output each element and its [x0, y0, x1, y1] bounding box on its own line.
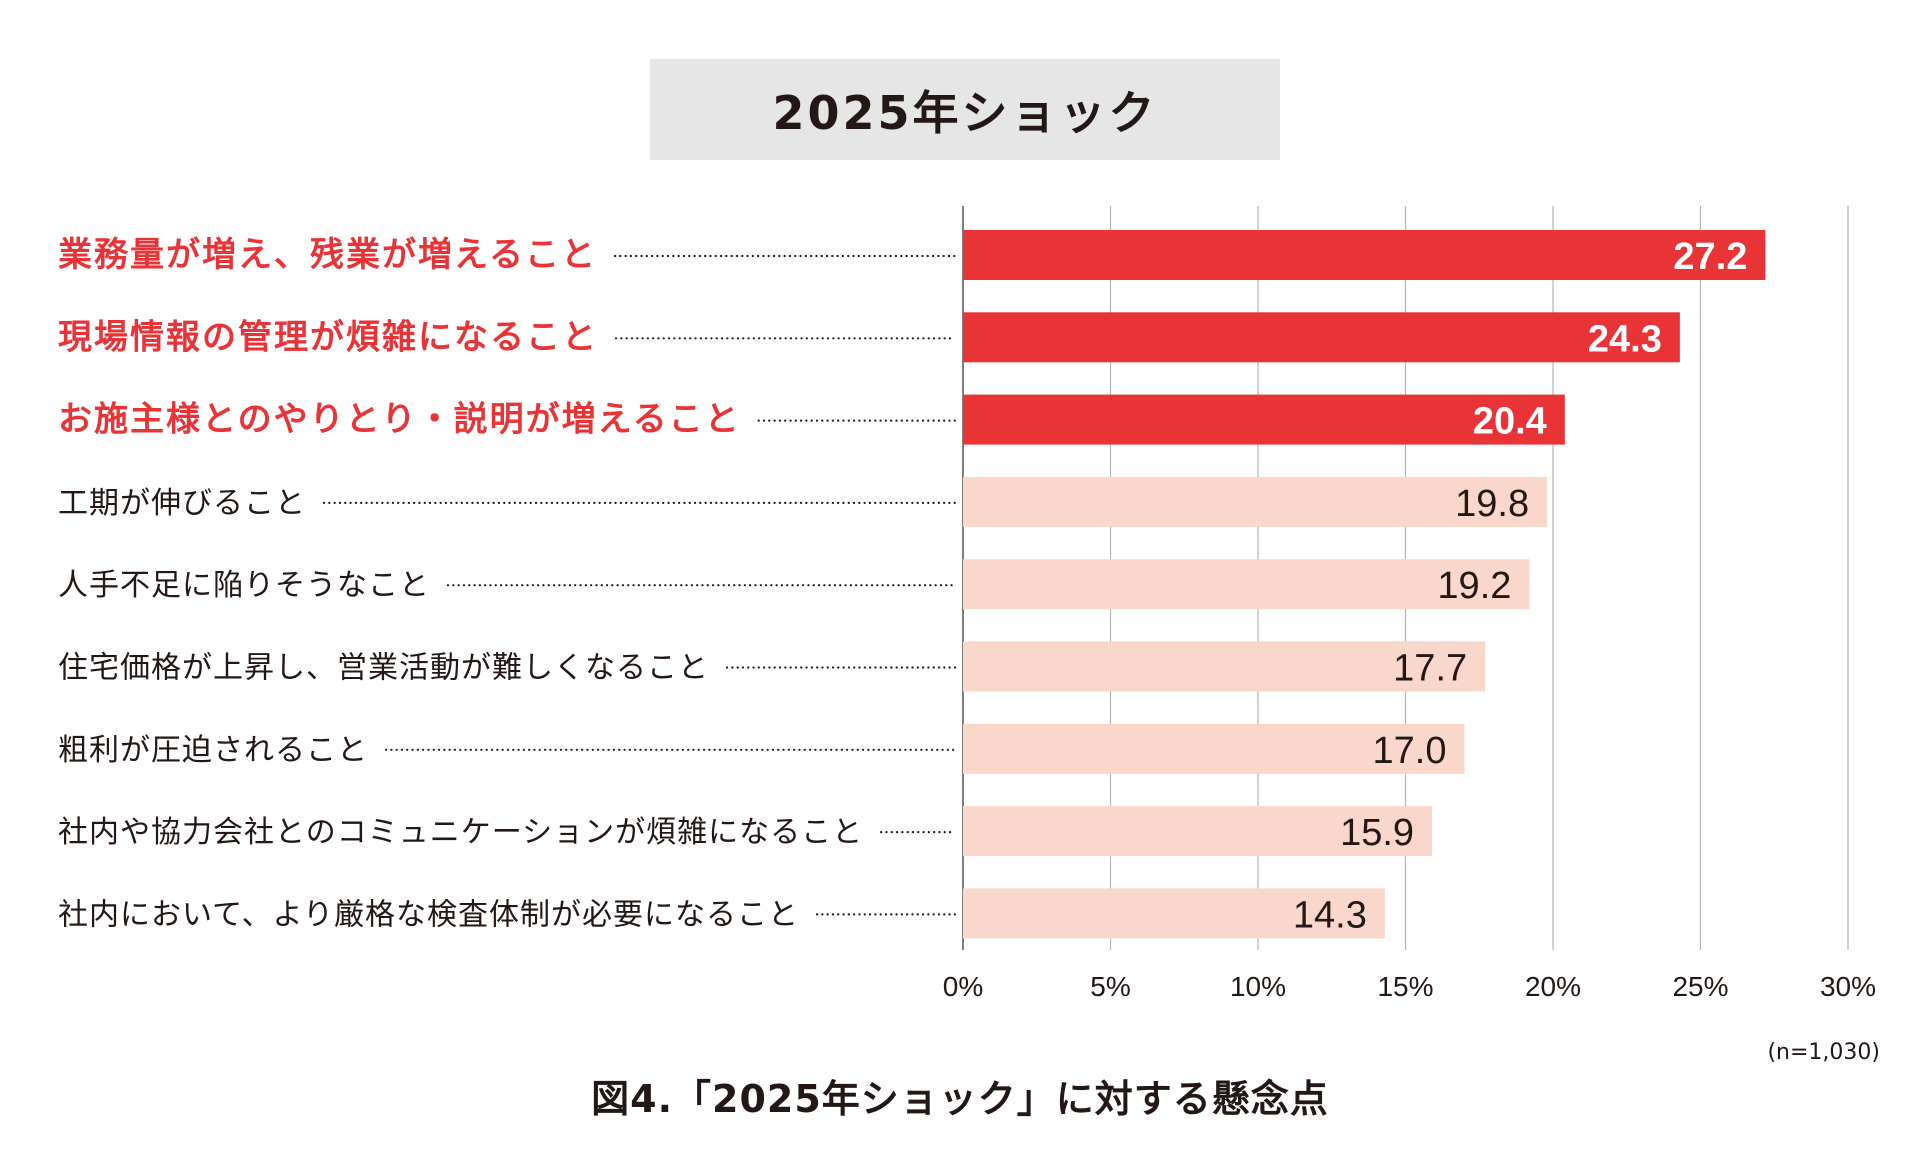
bar: [963, 723, 1465, 774]
data-label: 15.9: [1340, 812, 1414, 854]
data-label: 27.2: [1673, 236, 1747, 278]
data-label: 19.8: [1455, 483, 1529, 525]
chart-title-box: 2025年ショック: [650, 59, 1280, 160]
data-label: 17.7: [1393, 648, 1467, 690]
category-label: 社内や協力会社とのコミュニケーションが煩雑になること: [58, 815, 863, 850]
data-label: 19.2: [1437, 565, 1511, 607]
category-label: 社内において、より厳格な検査体制が必要になること: [58, 897, 799, 932]
bar: [963, 559, 1530, 610]
bar: [963, 888, 1385, 939]
bar: [963, 641, 1486, 692]
category-label: 人手不足に陥りそうなこと: [58, 568, 430, 603]
data-label: 24.3: [1588, 318, 1662, 360]
x-tick-label: 25%: [1672, 971, 1728, 1002]
x-tick-label: 5%: [1090, 971, 1130, 1002]
data-label: 14.3: [1293, 894, 1367, 936]
category-label: 現場情報の管理が煩雑になること: [58, 317, 598, 357]
category-label: 住宅価格が上昇し、営業活動が難しくなること: [58, 651, 709, 686]
sample-size-note: (n=1,030): [1767, 1040, 1880, 1065]
bar: [963, 476, 1548, 527]
figure-caption: 図4.「2025年ショック」に対する懸念点: [591, 1077, 1329, 1121]
chart-title: 2025年ショック: [772, 85, 1158, 140]
category-label: お施主様とのやりとり・説明が増えること: [58, 400, 741, 440]
x-tick-label: 30%: [1820, 971, 1876, 1002]
category-label: 粗利が圧迫されること: [58, 733, 368, 768]
x-tick-label: 10%: [1230, 971, 1286, 1002]
bar: [963, 230, 1766, 280]
data-label: 17.0: [1373, 730, 1447, 772]
x-tick-label: 15%: [1377, 971, 1433, 1002]
bar: [963, 806, 1433, 857]
bar: [963, 312, 1680, 363]
data-label: 20.4: [1473, 401, 1547, 443]
category-label: 業務量が増え、残業が増えること: [58, 235, 597, 275]
x-tick-label: 0%: [943, 971, 983, 1002]
category-label: 工期が伸びること: [58, 486, 306, 521]
bar: [963, 394, 1565, 445]
x-tick-label: 20%: [1525, 971, 1581, 1002]
